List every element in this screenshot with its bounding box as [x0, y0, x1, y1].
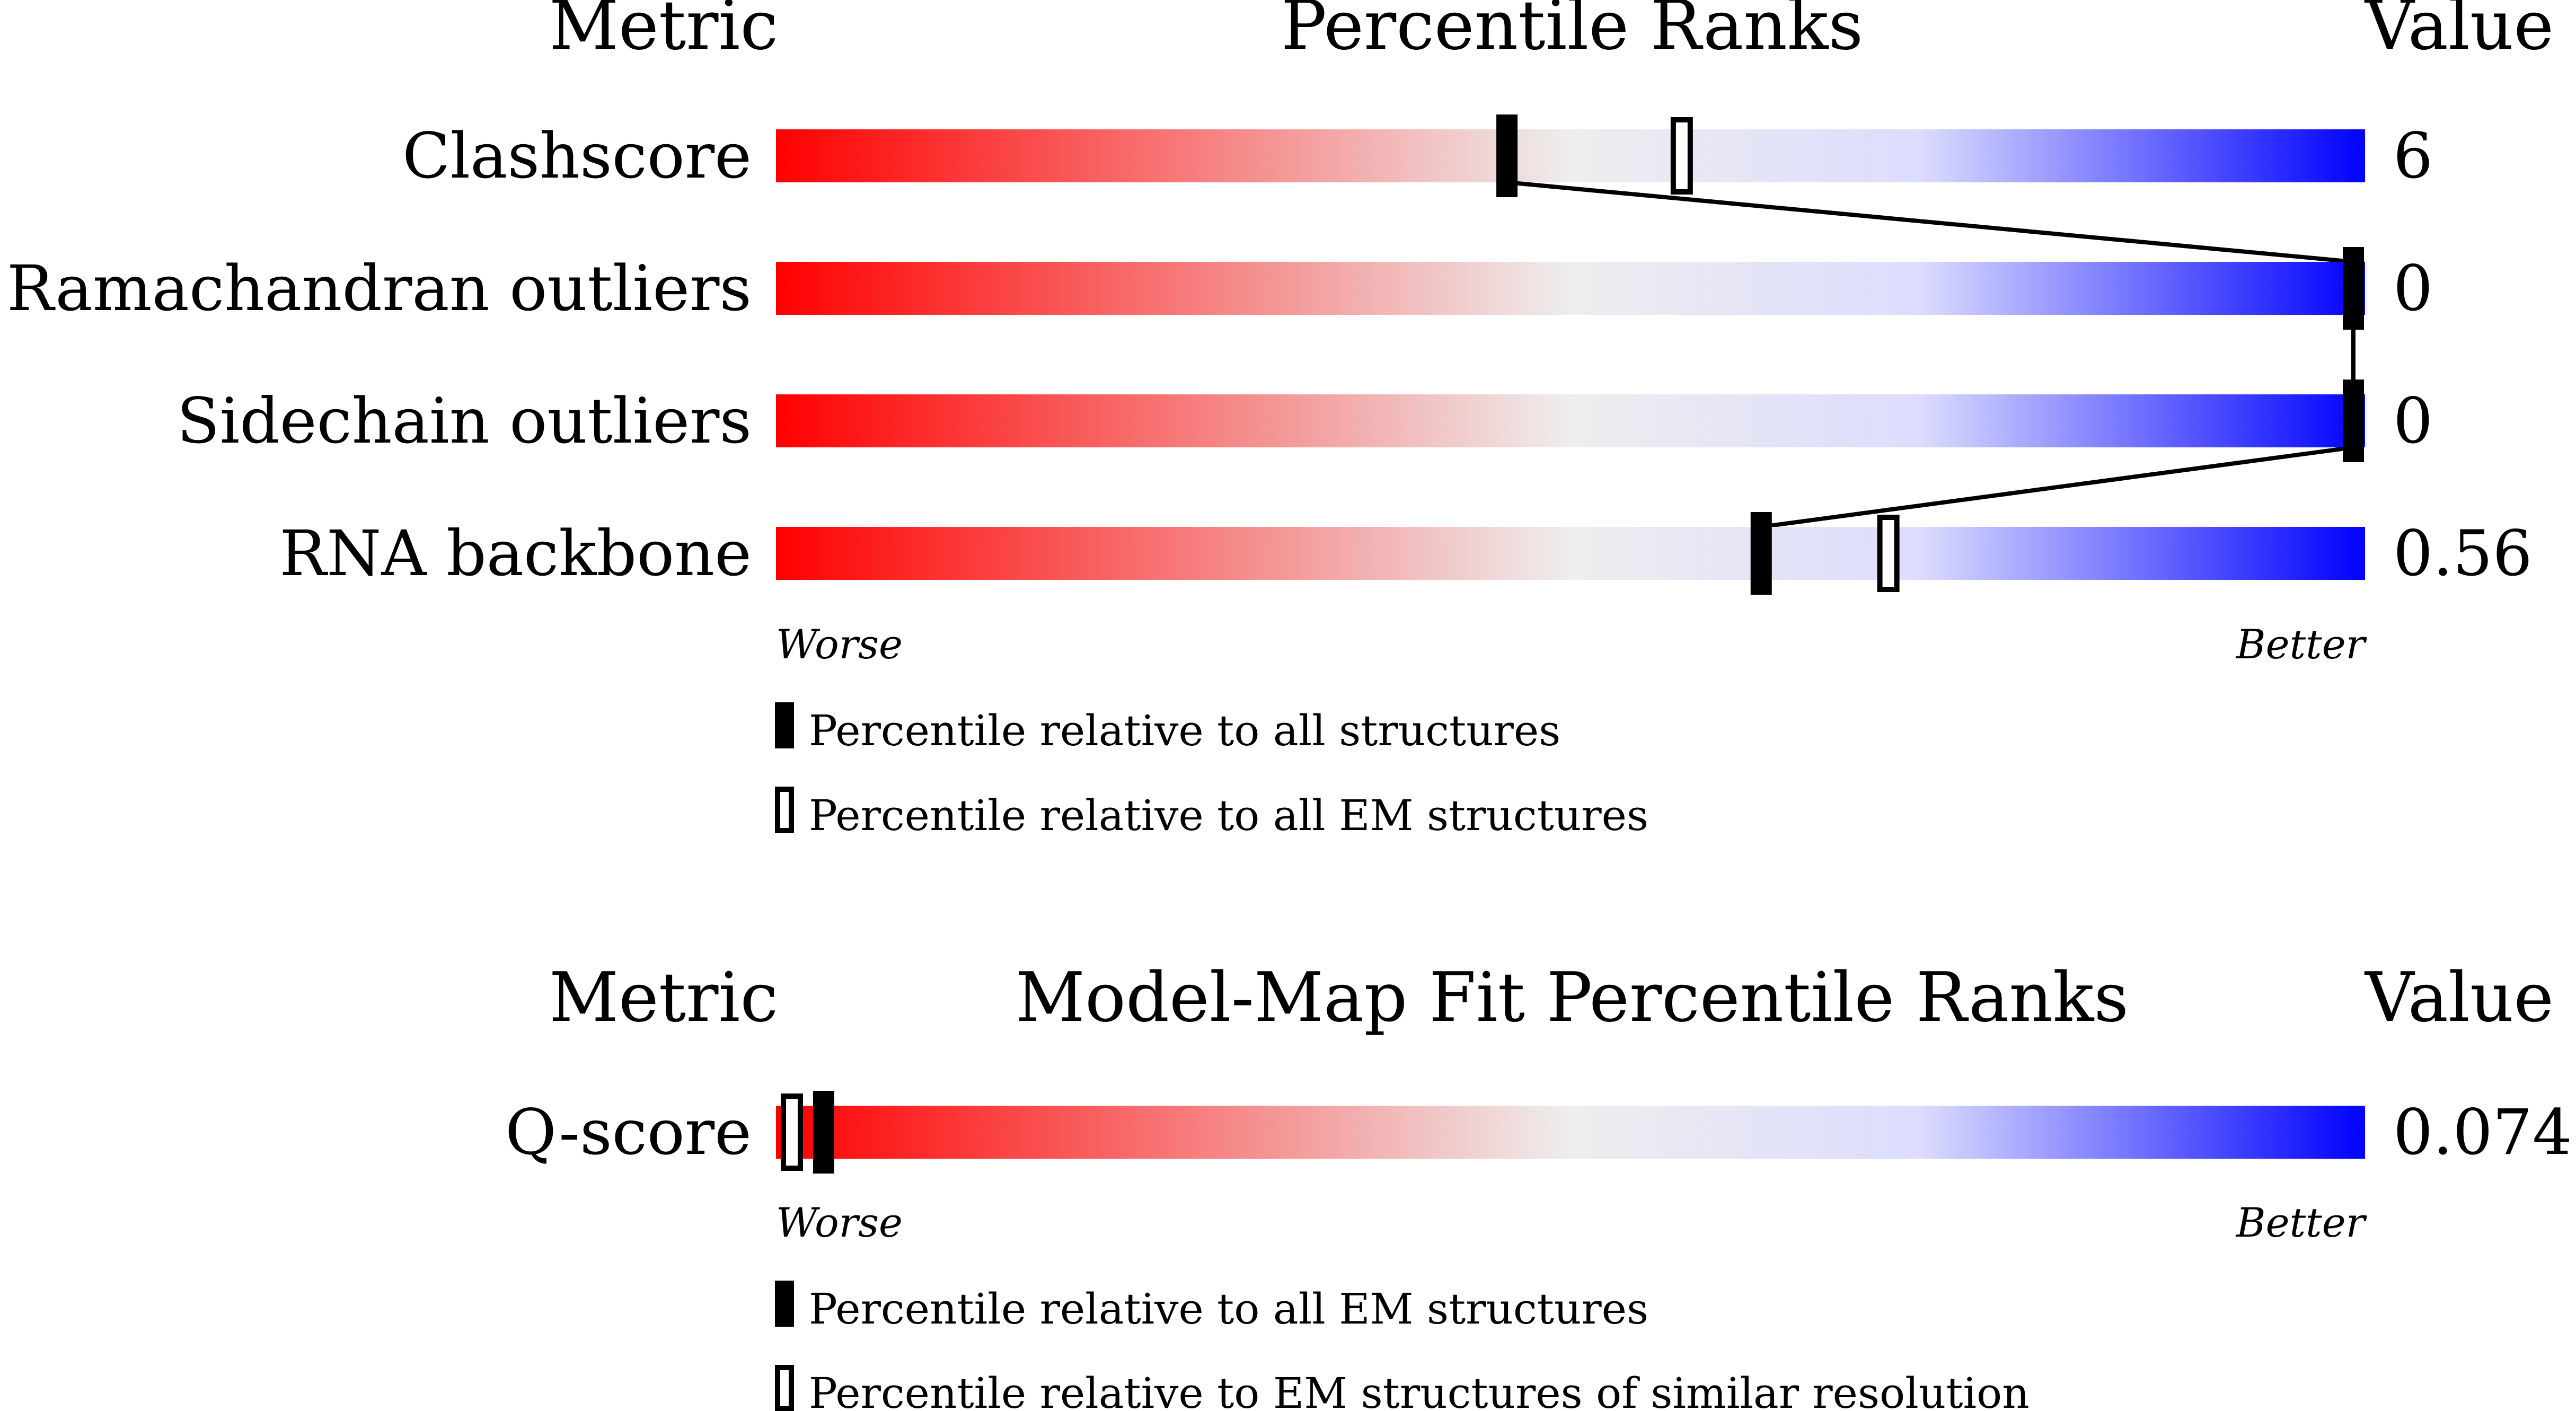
panel1-legend-em: Percentile relative to all EM structures	[809, 791, 1648, 840]
percentile-connector-line	[1506, 180, 2356, 529]
panel1-worse-label: Worse	[776, 621, 903, 668]
em-percentile-marker	[780, 1093, 803, 1171]
metric-label: Ramachandran outliers	[7, 252, 752, 325]
panel1-rows: Clashscore 6 Ramachandran outliers 0 Sidecha…	[7, 114, 2533, 595]
metric-label: RNA backbone	[279, 517, 752, 590]
metric-value: 6	[2393, 119, 2433, 192]
metric-label: Sidechain outliers	[177, 384, 752, 457]
legend-hollow-marker-icon	[775, 1365, 794, 1411]
panel1-metric-header: Metric	[549, 0, 778, 65]
panel1-legend-all: Percentile relative to all structures	[809, 706, 1560, 755]
metric-value: 0	[2393, 252, 2433, 325]
em-percentile-marker	[1670, 117, 1693, 195]
metric-value: 0.56	[2393, 517, 2533, 590]
metric-value: 0	[2393, 384, 2433, 457]
all-percentile-marker	[1496, 114, 1518, 197]
panel2-rows: Q-score 0.074	[505, 1091, 2572, 1174]
panel2-metric-header: Metric	[549, 958, 778, 1037]
panel1-better-label: Better	[2235, 621, 2368, 668]
panel2-value-header: Value	[2364, 958, 2554, 1037]
percentile-bar	[776, 262, 2365, 315]
percentile-bar	[776, 394, 2365, 447]
all-percentile-marker	[2343, 247, 2364, 330]
metric-value: 0.074	[2393, 1096, 2572, 1169]
panel1-value-header: Value	[2364, 0, 2554, 65]
panel2-legend-all-em: Percentile relative to all EM structures	[809, 1284, 1648, 1334]
panel2-legend-similar-res: Percentile relative to EM structures of …	[809, 1369, 2030, 1411]
panel2-better-label: Better	[2235, 1199, 2368, 1246]
panel2-title: Model-Map Fit Percentile Ranks	[1016, 958, 2129, 1037]
percentile-bar	[776, 527, 2365, 580]
metric-label: Q-score	[505, 1096, 752, 1169]
panel1-title: Percentile Ranks	[1281, 0, 1863, 65]
legend-hollow-marker-icon	[775, 787, 794, 833]
all-percentile-marker	[813, 1091, 834, 1174]
all-percentile-marker	[1750, 512, 1772, 595]
percentile-bar	[776, 129, 2365, 182]
metric-label: Clashscore	[402, 119, 752, 192]
em-percentile-marker	[1877, 515, 1900, 592]
legend-filled-marker-icon	[775, 702, 794, 748]
legend-filled-marker-icon	[775, 1281, 794, 1327]
all-percentile-marker	[2343, 380, 2364, 462]
percentile-bar	[776, 1106, 2365, 1159]
panel2-worse-label: Worse	[776, 1199, 903, 1246]
